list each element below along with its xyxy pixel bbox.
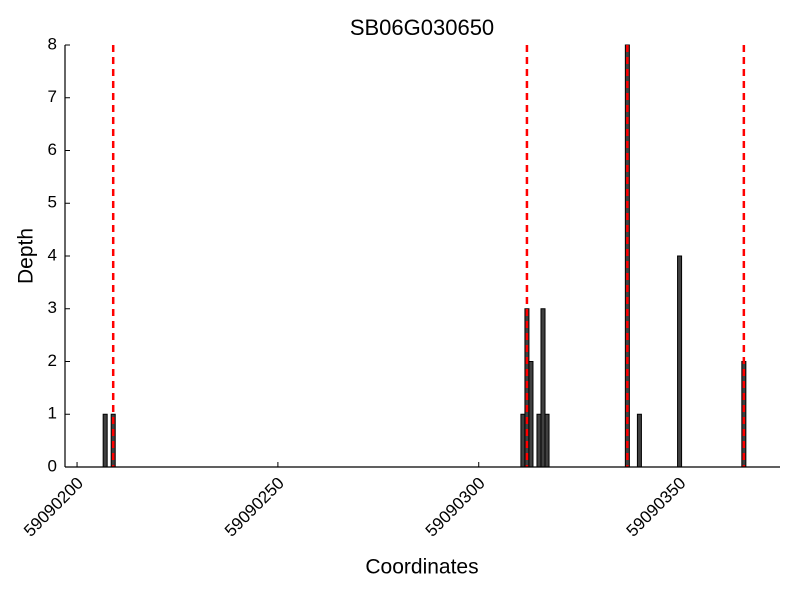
y-tick-label: 0	[48, 456, 57, 475]
bar	[102, 413, 108, 468]
x-tick-label: 59090350	[623, 474, 690, 541]
x-tick-label: 59090250	[221, 474, 288, 541]
y-axis-label: Depth	[15, 228, 38, 284]
y-tick-label: 5	[48, 193, 57, 212]
y-tick-label: 2	[48, 351, 57, 370]
bar	[536, 413, 542, 468]
y-tick-label: 7	[48, 87, 57, 106]
x-axis-label: Coordinates	[365, 556, 478, 579]
y-tick-label: 3	[48, 298, 57, 317]
bar	[741, 361, 747, 468]
x-tick-label: 59090300	[422, 474, 489, 541]
y-tick-label: 4	[48, 245, 57, 264]
bar	[520, 413, 526, 468]
bar	[544, 413, 550, 468]
y-tick-label: 1	[48, 404, 57, 423]
bar	[636, 413, 642, 468]
bar	[528, 361, 534, 468]
bar	[677, 255, 683, 468]
x-tick-label: 59090200	[20, 474, 87, 541]
bar	[540, 308, 546, 468]
y-tick-label: 8	[48, 34, 57, 53]
y-tick-label: 6	[48, 140, 57, 159]
chart-title: SB06G030650	[350, 15, 494, 40]
